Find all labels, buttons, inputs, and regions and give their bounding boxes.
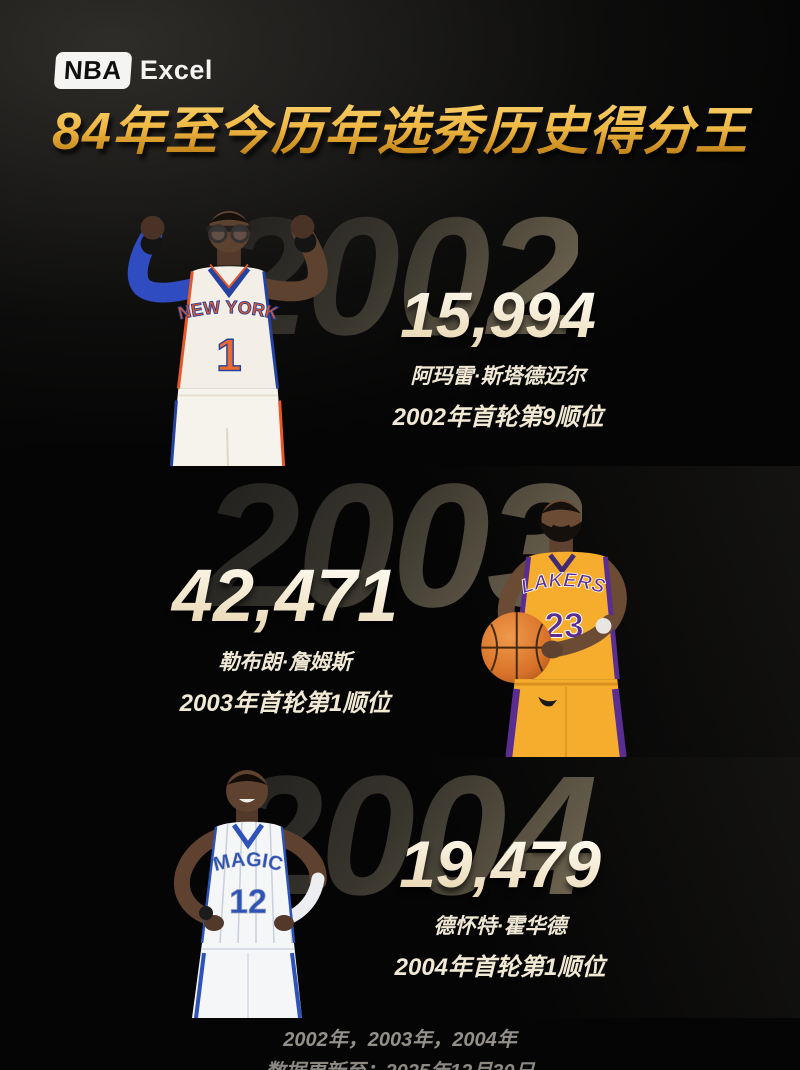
stats-2003: 42,471 勒布朗·詹姆斯 2003年首轮第1顺位: [135, 559, 435, 718]
draft-pick-2003: 2003年首轮第1顺位: [179, 690, 391, 717]
shorts: [170, 388, 284, 466]
hair: [541, 501, 581, 514]
draft-pick-2004: 2004年首轮第1顺位: [394, 954, 606, 981]
collar: [548, 553, 576, 575]
stoudemire-illustration: NEW YORK 1: [127, 210, 328, 466]
footer: 2002年，2003年，2004年 数据更新至：2025年12月30日: [0, 1018, 800, 1070]
hand-right: [541, 640, 564, 659]
shorts-stripe-left: [505, 688, 521, 757]
bare-arm: [241, 221, 328, 302]
jersey-trim-right: [262, 271, 280, 389]
shorts-stripe-right: [290, 952, 302, 1018]
poster-title: 84年至今历年选秀历史得分王: [0, 100, 800, 165]
player-name-2004: 德怀特·霍华德: [433, 915, 567, 938]
howard-illustration: MAGIC 12: [173, 770, 327, 1018]
brand-logo: NBA Excel: [53, 52, 213, 89]
jersey-team-text: MAGIC: [211, 849, 285, 876]
fist-right: [290, 214, 315, 239]
player-photo-stoudemire: NEW YORK 1: [106, 192, 350, 466]
shorts-stripe-right: [611, 688, 627, 757]
stats-2004: 19,479 德怀特·霍华德 2004年首轮第1顺位: [355, 831, 645, 982]
shorts-stripe-left: [169, 400, 178, 466]
jersey-number: 1: [216, 330, 241, 381]
ball-seam-right: [535, 623, 544, 672]
stats-2002: 15,994 阿玛雷·斯塔德迈尔 2002年首轮第9顺位: [352, 283, 644, 432]
shorts-crease: [226, 428, 229, 466]
mustache: [551, 524, 571, 531]
collar-trim: [209, 263, 249, 289]
player-photo-howard: MAGIC 12: [152, 761, 366, 1018]
jersey-trim-left: [176, 271, 194, 389]
knicks-jersey: [178, 266, 278, 389]
beard: [540, 521, 582, 543]
fist-left: [140, 215, 165, 240]
points-value-2002: 15,994: [352, 283, 644, 347]
bracelet: [595, 618, 612, 634]
brand-excel-label: Excel: [139, 55, 213, 85]
nike-swoosh: [538, 696, 558, 707]
goggles-lens-left: [208, 224, 228, 244]
hair: [208, 212, 250, 224]
smile: [239, 799, 255, 803]
player-name-2003: 勒布朗·詹姆斯: [218, 651, 352, 674]
hand-right: [274, 915, 294, 931]
footer-updated: 数据更新至：2025年12月30日: [0, 1055, 800, 1070]
nba-logo-badge: NBA: [53, 52, 133, 89]
section-2003: 2003 42,471 勒布朗·詹姆斯 2003年首轮第1顺位: [0, 466, 800, 757]
goggles-lens-right: [230, 224, 250, 244]
collar: [231, 823, 265, 850]
shorts-stripe-left: [194, 952, 206, 1018]
section-2002: 2002 NEW YORK: [0, 186, 800, 466]
watermark-year-2002: 2002: [216, 186, 581, 370]
blue-sleeve-arm: [127, 223, 215, 303]
shorts-stripe-right: [278, 400, 286, 466]
hair: [227, 774, 267, 785]
footer-years: 2002年，2003年，2004年: [283, 1029, 517, 1051]
player-photo-lebron: LAKERS 23: [452, 480, 684, 757]
points-value-2004: 19,479: [355, 831, 645, 897]
watch: [199, 906, 213, 920]
draft-pick-2002: 2002年首轮第9顺位: [392, 404, 604, 431]
section-2004: 2004: [0, 757, 800, 1018]
ball-seam-left: [490, 623, 499, 672]
collar: [207, 266, 251, 299]
lebron-illustration: LAKERS 23: [481, 499, 627, 757]
player-name-2002: 阿玛雷·斯塔德迈尔: [410, 365, 586, 388]
points-value-2003: 42,471: [135, 559, 435, 633]
jersey-number: 12: [229, 883, 267, 921]
